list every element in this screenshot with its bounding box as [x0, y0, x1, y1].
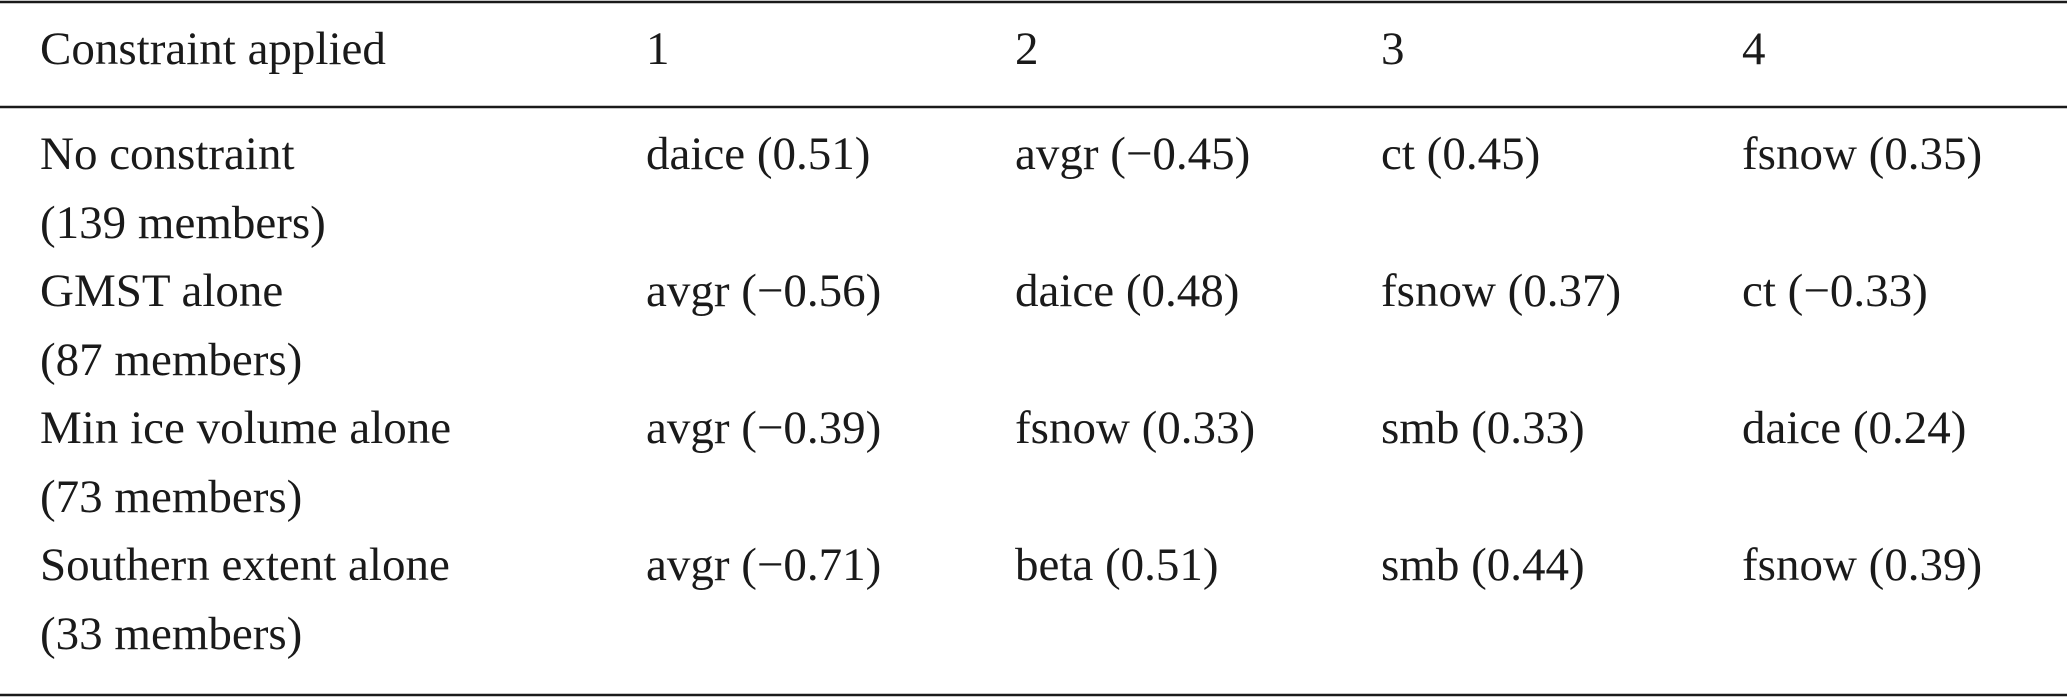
row-label: No constraint	[40, 128, 295, 180]
row-sublabel: (87 members)	[40, 334, 302, 386]
header-cell: Constraint applied	[40, 23, 386, 75]
table-cell: ct (−0.33)	[1742, 265, 1928, 317]
table-cell: avgr (−0.56)	[646, 265, 881, 317]
table-cell: fsnow (0.37)	[1381, 265, 1621, 317]
table-cell: daice (0.24)	[1742, 402, 1966, 454]
header-cell: 4	[1742, 23, 1766, 75]
table-cell: avgr (−0.39)	[646, 402, 881, 454]
table-cell: daice (0.48)	[1015, 265, 1239, 317]
header-cell: 2	[1015, 23, 1039, 75]
header-cell: 1	[646, 23, 670, 75]
row-sublabel: (33 members)	[40, 608, 302, 660]
row-sublabel: (139 members)	[40, 197, 326, 249]
row-label: GMST alone	[40, 265, 283, 317]
table-cell: beta (0.51)	[1015, 539, 1219, 591]
table-cell: fsnow (0.33)	[1015, 402, 1255, 454]
table-cell: avgr (−0.45)	[1015, 128, 1250, 180]
table-cell: avgr (−0.71)	[646, 539, 881, 591]
table-cell: daice (0.51)	[646, 128, 870, 180]
row-label: Southern extent alone	[40, 539, 450, 591]
row-sublabel: (73 members)	[40, 471, 302, 523]
table-cell: fsnow (0.39)	[1742, 539, 1982, 591]
table-cell: fsnow (0.35)	[1742, 128, 1982, 180]
row-label: Min ice volume alone	[40, 402, 451, 454]
table-cell: smb (0.33)	[1381, 402, 1585, 454]
table-cell: smb (0.44)	[1381, 539, 1585, 591]
table-cell: ct (0.45)	[1381, 128, 1540, 180]
header-cell: 3	[1381, 23, 1405, 75]
